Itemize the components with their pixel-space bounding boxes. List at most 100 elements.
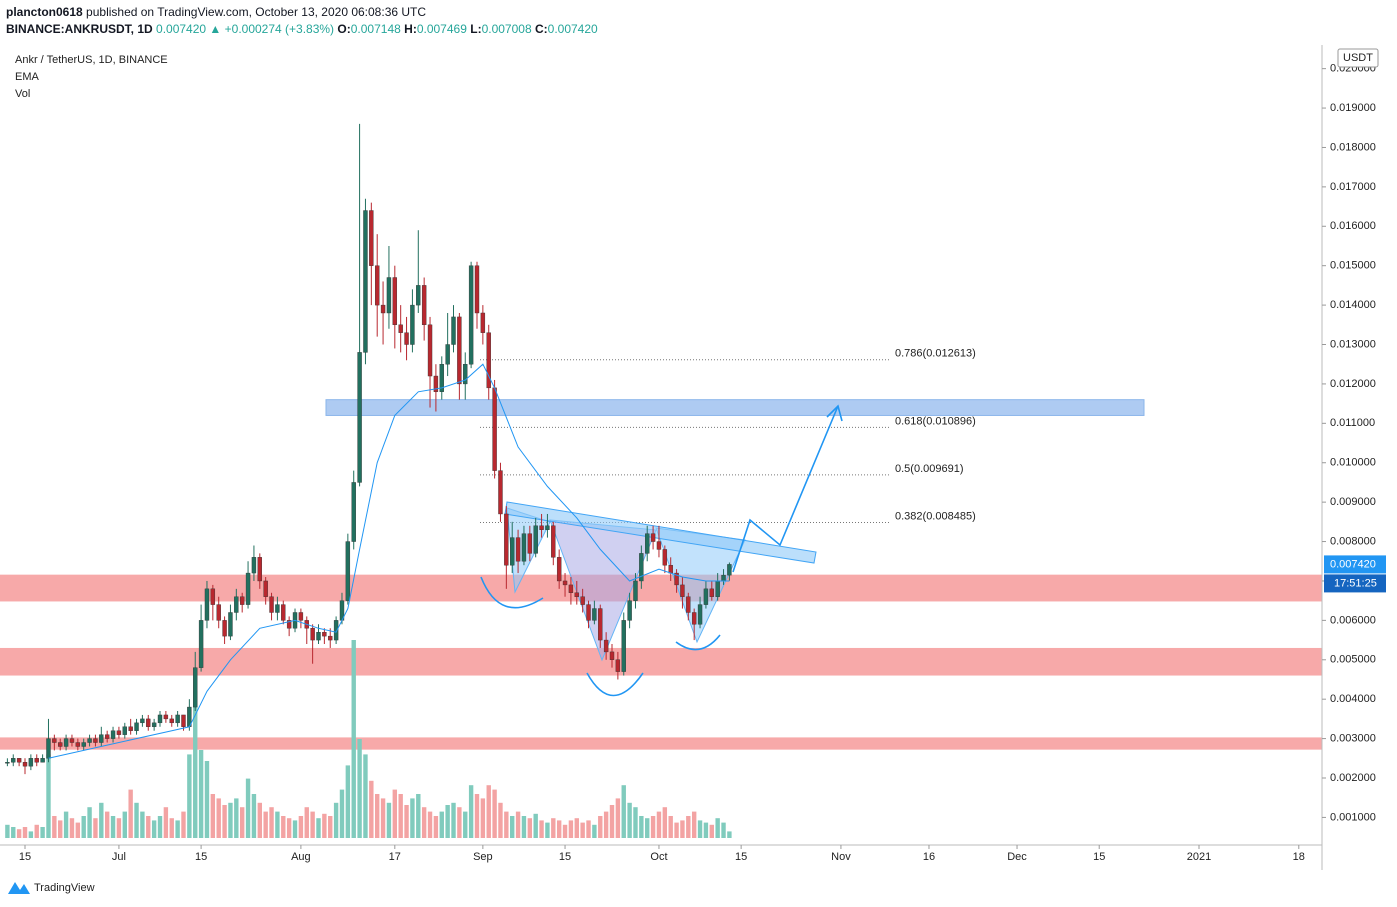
volume-bar (28, 831, 34, 838)
candle-body (433, 375, 439, 392)
candle-body (603, 639, 609, 653)
volume-bar (416, 794, 421, 838)
volume-bar (333, 802, 339, 838)
volume-bar (721, 822, 726, 838)
x-tick-label: 15 (195, 851, 207, 863)
volume-bar (515, 811, 521, 838)
candle-body (216, 604, 221, 621)
annotations (480, 404, 843, 697)
volume-bar (386, 802, 392, 838)
zone (0, 574, 1322, 602)
volume-bar (709, 824, 714, 838)
candle-body (398, 324, 403, 333)
candle-body (545, 525, 550, 530)
volume-bar (363, 754, 368, 838)
volume-bar (498, 802, 503, 838)
candle-body (703, 588, 709, 605)
volume-bar (298, 816, 304, 838)
candle-body (410, 304, 415, 345)
head-curve (586, 672, 644, 697)
candle-body (99, 734, 104, 743)
volume-bar (257, 802, 262, 838)
y-tick-label: 0.013000 (1330, 338, 1376, 350)
candle-body (474, 265, 480, 314)
volume-bar (234, 798, 239, 838)
volume-bar (304, 807, 309, 838)
volume-bar (398, 794, 403, 838)
fib-levels: 0.786(0.012613) 0.618(0.010896) 0.5(0.0096… (480, 348, 976, 523)
volume-bar (674, 822, 679, 838)
volume-bar (134, 802, 139, 838)
candle-body (592, 608, 597, 621)
candle-body (668, 564, 673, 574)
candle-body (228, 612, 233, 637)
candle-body (40, 758, 45, 763)
candle-body (198, 620, 204, 668)
candle-body (316, 631, 321, 641)
header-line-1: plancton0618 published on TradingView.co… (6, 5, 426, 19)
candle-body (28, 758, 34, 767)
y-tick-label: 0.010000 (1330, 457, 1376, 469)
x-tick-label: 18 (1293, 851, 1305, 863)
candle-body (69, 738, 75, 743)
arrow-head (826, 404, 843, 422)
volume-bar (433, 816, 439, 838)
candle-body (650, 533, 656, 542)
candle-body (480, 312, 486, 333)
volume-bar (11, 827, 16, 838)
candle-body (392, 277, 398, 326)
volume-bar (486, 785, 491, 838)
volume-bar (228, 802, 233, 838)
zones (0, 399, 1322, 750)
volume-bar (281, 816, 286, 838)
volume-bar (586, 820, 591, 838)
candle-body (163, 714, 169, 720)
y-tick-label: 0.001000 (1330, 811, 1376, 823)
volume-bar (609, 805, 615, 838)
candle-body (134, 722, 139, 731)
candle-body (269, 596, 274, 613)
candle-body (486, 332, 491, 389)
candle-body (510, 537, 515, 566)
volume-bar (5, 824, 10, 838)
candle-body (463, 364, 468, 385)
volume-bar (187, 754, 192, 838)
y-tick-label: 0.019000 (1330, 102, 1376, 114)
volume-bar (556, 820, 562, 838)
volume-bar (163, 807, 169, 838)
candle-body (421, 285, 427, 326)
volume-bar (122, 811, 127, 838)
candle-body (369, 210, 374, 266)
volume-bar (592, 824, 597, 838)
volume-bar (245, 778, 251, 838)
volume-bar (316, 818, 321, 838)
candle-body (504, 513, 509, 566)
candle-body (345, 541, 351, 601)
volume-bar (22, 827, 28, 838)
quote: 0.007420 (156, 22, 207, 36)
volume-bar (239, 807, 245, 838)
volume-bar (639, 816, 644, 838)
volume-bar (527, 818, 533, 838)
field-value: 0.007420 (547, 22, 598, 36)
field-value: 0.007148 (350, 22, 401, 36)
volume-bar (322, 813, 327, 838)
candle-body (286, 620, 292, 629)
candle-body (451, 316, 456, 345)
candle-body (568, 584, 574, 593)
volume-bar (263, 811, 268, 838)
candle-body (128, 726, 133, 731)
candle-body (639, 553, 644, 582)
fib-label: 0.5(0.009691) (895, 463, 964, 475)
candle-body (87, 738, 92, 743)
volume-bar (204, 761, 210, 838)
candles (5, 123, 732, 775)
candle-body (686, 596, 691, 613)
candle-body (562, 580, 568, 586)
x-tick-label: Aug (291, 851, 311, 863)
volume-bar (439, 811, 444, 838)
candle-body (498, 470, 503, 515)
last-price-box (1324, 555, 1386, 574)
y-tick-label: 0.014000 (1330, 299, 1376, 311)
volume-bar (615, 798, 621, 838)
